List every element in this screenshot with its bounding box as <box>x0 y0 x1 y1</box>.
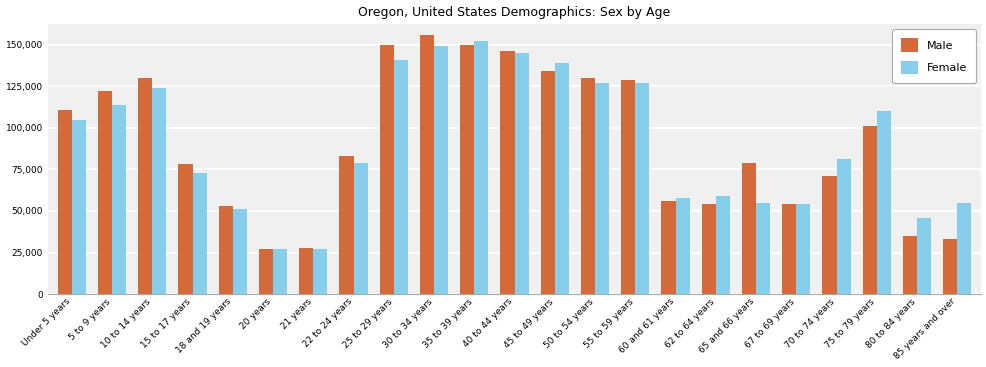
Bar <box>755 203 769 294</box>
Bar <box>192 173 206 294</box>
Bar <box>233 209 246 294</box>
Bar <box>258 249 273 294</box>
Bar <box>219 206 233 294</box>
Bar <box>916 218 930 294</box>
Bar <box>876 111 890 294</box>
Bar <box>434 46 448 294</box>
Bar <box>353 163 367 294</box>
Bar <box>782 204 796 294</box>
Bar <box>500 51 514 294</box>
Bar <box>273 249 287 294</box>
Bar <box>178 164 192 294</box>
Bar <box>393 60 407 294</box>
Bar <box>943 239 956 294</box>
Bar <box>581 78 595 294</box>
Bar <box>138 78 152 294</box>
Bar <box>380 45 393 294</box>
Bar <box>459 45 474 294</box>
Bar <box>701 204 715 294</box>
Bar <box>112 105 126 294</box>
Bar <box>741 163 755 294</box>
Bar <box>635 83 649 294</box>
Bar <box>540 71 554 294</box>
Bar <box>862 126 876 294</box>
Title: Oregon, United States Demographics: Sex by Age: Oregon, United States Demographics: Sex … <box>358 6 670 19</box>
Bar <box>57 109 72 294</box>
Bar <box>474 41 488 294</box>
Bar <box>420 35 434 294</box>
Bar <box>554 63 568 294</box>
Bar <box>339 156 353 294</box>
Bar <box>595 83 608 294</box>
Bar <box>299 248 313 294</box>
Bar <box>956 203 970 294</box>
Bar <box>152 88 167 294</box>
Bar <box>674 198 689 294</box>
Bar <box>661 201 674 294</box>
Bar <box>796 204 810 294</box>
Bar <box>98 91 112 294</box>
Bar <box>902 236 916 294</box>
Bar <box>620 80 635 294</box>
Bar <box>313 249 327 294</box>
Bar <box>514 53 528 294</box>
Bar <box>715 196 730 294</box>
Bar <box>72 120 86 294</box>
Bar <box>821 176 836 294</box>
Legend: Male, Female: Male, Female <box>891 29 975 83</box>
Bar <box>836 159 850 294</box>
